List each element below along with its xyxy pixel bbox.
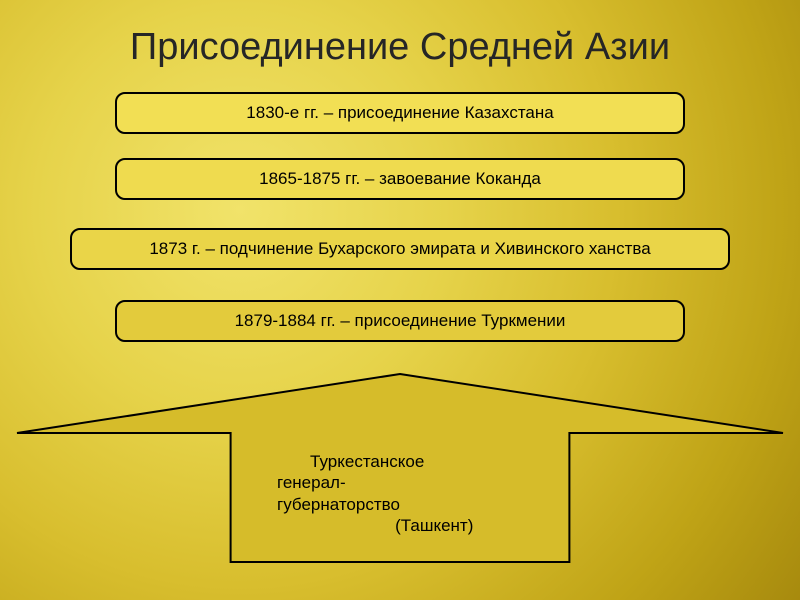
arrow-label: Туркестанское генерал- губернаторство (Т…: [277, 451, 473, 536]
slide: Присоединение Средней Азии 1830-е гг. – …: [0, 0, 800, 600]
timeline-box-0: 1830-е гг. – присоединение Казахстана: [115, 92, 685, 134]
timeline-box-1: 1865-1875 гг. – завоевание Коканда: [115, 158, 685, 200]
timeline-box-3: 1879-1884 гг. – присоединение Туркмении: [115, 300, 685, 342]
result-arrow: Туркестанское генерал- губернаторство (Т…: [15, 373, 785, 563]
timeline-box-2: 1873 г. – подчинение Бухарского эмирата …: [70, 228, 730, 270]
slide-title: Присоединение Средней Азии: [0, 26, 800, 69]
